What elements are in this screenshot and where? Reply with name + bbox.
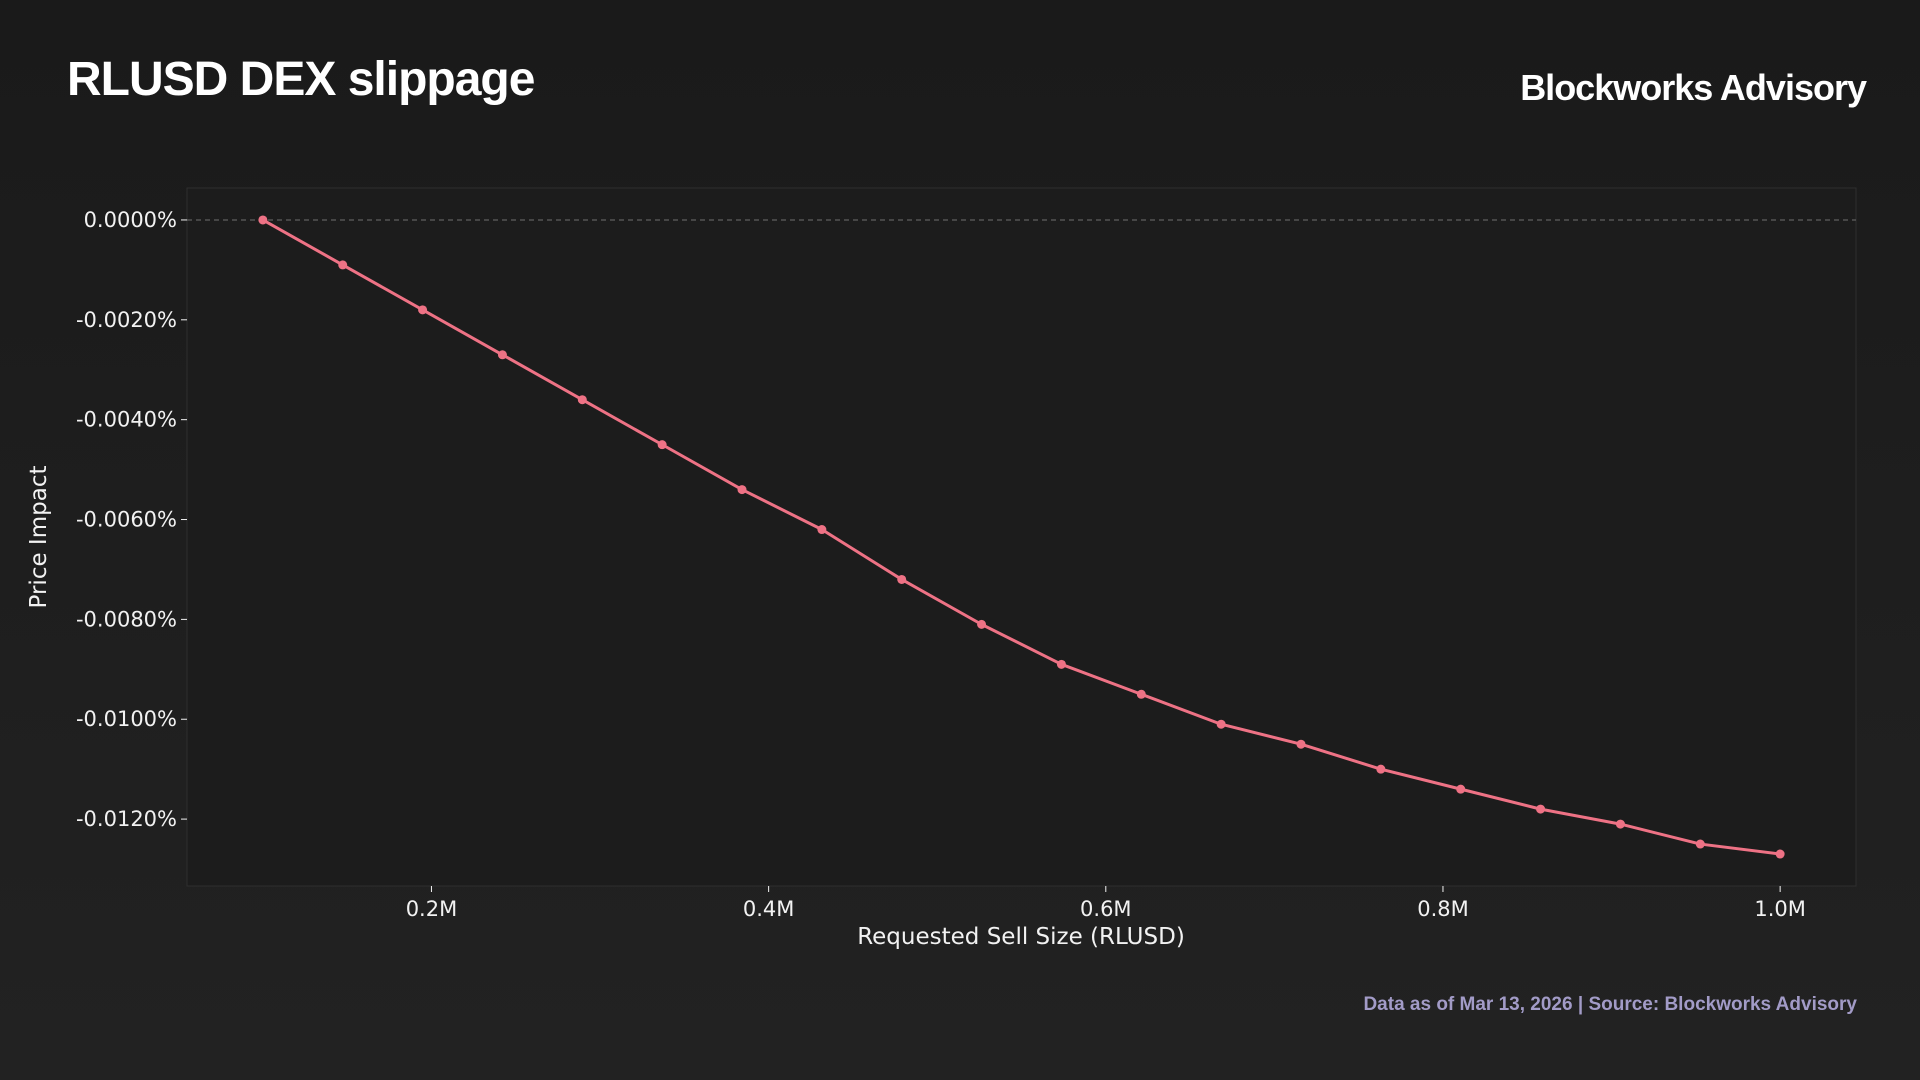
data-point	[1296, 739, 1306, 749]
series-layer	[258, 215, 1785, 859]
y-axis: 0.0000% -0.0020% -0.0040% -0.0060% -0.0080% -…	[76, 208, 187, 831]
data-point	[817, 525, 827, 535]
y-axis-label: Price Impact	[26, 466, 52, 609]
data-point	[1216, 719, 1226, 729]
x-tick-label: 0.2M	[406, 897, 458, 921]
y-tick-label: -0.0040%	[76, 408, 177, 432]
y-tick-label: -0.0100%	[76, 707, 177, 731]
data-point	[338, 260, 348, 270]
y-tick-label: -0.0080%	[76, 607, 177, 631]
data-point	[977, 619, 987, 629]
data-point	[1056, 659, 1066, 669]
data-point	[1695, 839, 1705, 849]
chart-title: RLUSD DEX slippage	[67, 53, 535, 106]
data-point	[1775, 849, 1785, 859]
data-point	[657, 440, 667, 450]
x-tick-label: 0.4M	[743, 897, 795, 921]
data-point	[577, 395, 587, 405]
source-note: Data as of Mar 13, 2026 | Source: Blockw…	[1363, 994, 1857, 1015]
y-tick-label: -0.0120%	[76, 807, 177, 831]
y-tick-label: 0.0000%	[84, 208, 177, 232]
data-point	[1136, 689, 1146, 699]
data-point	[1536, 804, 1546, 814]
x-axis-label: Requested Sell Size (RLUSD)	[857, 924, 1185, 950]
data-point	[1376, 764, 1386, 774]
y-tick-label: -0.0020%	[76, 308, 177, 332]
brand-logo: Blockworks Advisory	[1520, 67, 1867, 108]
data-point	[897, 574, 907, 584]
data-point	[1615, 819, 1625, 829]
x-tick-label: 0.8M	[1417, 897, 1469, 921]
price-impact-line	[261, 218, 1782, 856]
data-point	[258, 215, 268, 225]
y-tick-label: -0.0060%	[76, 508, 177, 532]
data-point	[1456, 784, 1466, 794]
data-point	[497, 350, 507, 360]
data-point	[418, 305, 428, 315]
plot-area	[186, 187, 1857, 887]
x-axis: 0.2M 0.4M 0.6M 0.8M 1.0M	[406, 886, 1806, 921]
x-tick-label: 1.0M	[1754, 897, 1806, 921]
data-point	[737, 485, 747, 495]
x-tick-label: 0.6M	[1080, 897, 1132, 921]
